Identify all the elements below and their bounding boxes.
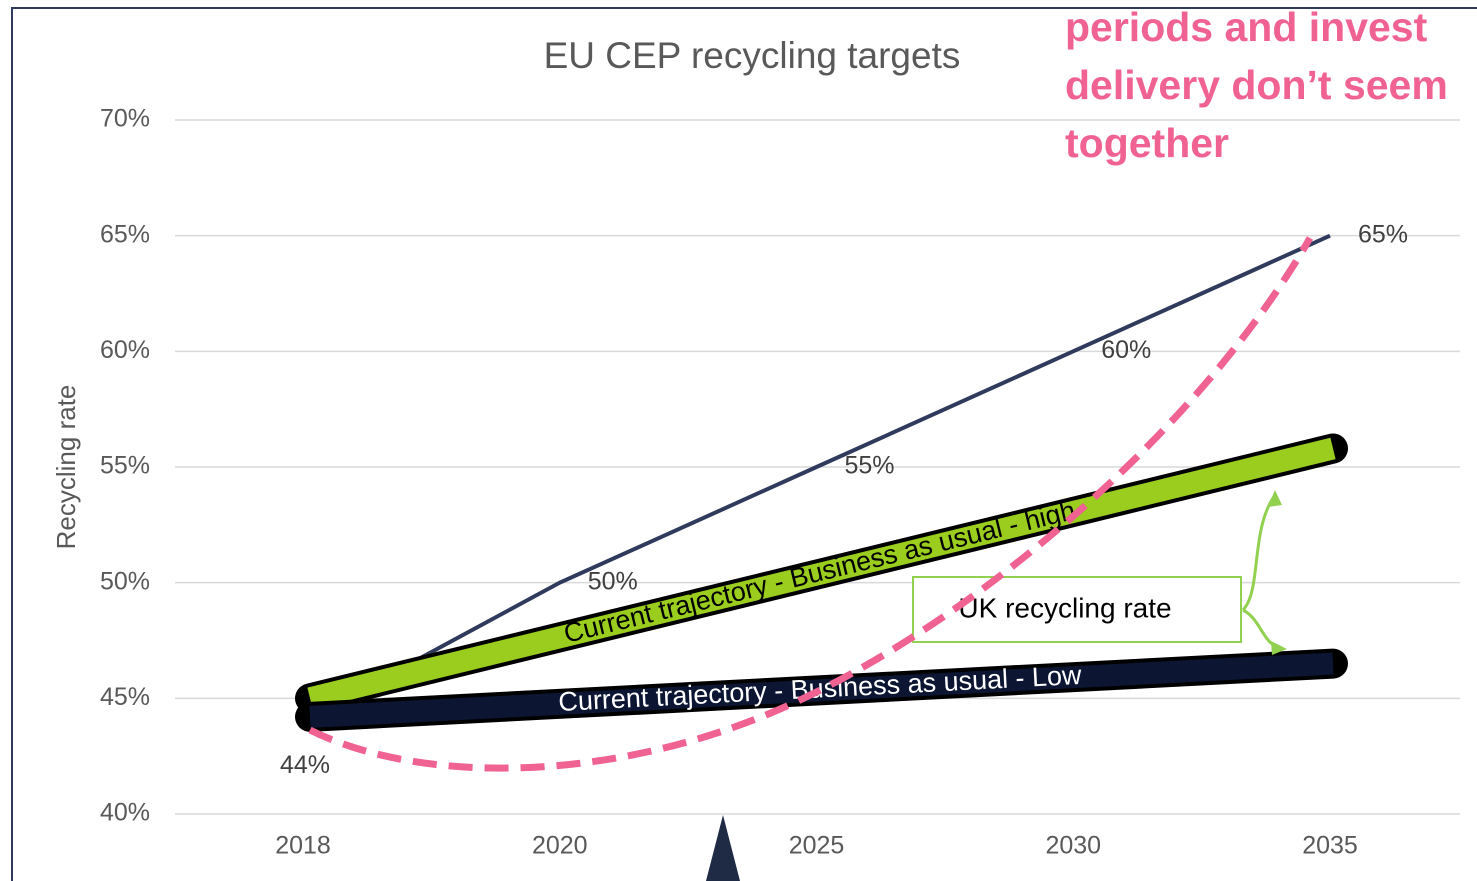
y-tick-label: 55% (100, 452, 150, 480)
pointer (706, 815, 740, 881)
arrow-head (1271, 641, 1287, 655)
y-tick-label: 45% (100, 683, 150, 711)
y-tick-label: 50% (100, 567, 150, 595)
dashed-curve (308, 236, 1314, 772)
arrow-head (1268, 490, 1282, 507)
data-label: 55% (844, 452, 894, 480)
x-tick-label: 2020 (532, 832, 588, 860)
x-tick-label: 2030 (1045, 832, 1101, 860)
data-label: 60% (1101, 336, 1151, 364)
x-tick-label: 2035 (1302, 832, 1358, 860)
x-tick-label: 2025 (789, 832, 845, 860)
data-label: 50% (588, 567, 638, 595)
data-label: 65% (1358, 220, 1408, 248)
callout: delivery don’t seem (1065, 62, 1448, 108)
arrow (1242, 608, 1283, 650)
series-line (302, 233, 1331, 724)
callout: periods and invest (1065, 4, 1428, 50)
trajectory-label: Current trajectory - Business as usual -… (558, 660, 1083, 717)
trajectory-bar (309, 652, 1334, 728)
chart-frame (11, 7, 1477, 881)
y-tick-label: 70% (100, 105, 150, 133)
uk-box (912, 576, 1242, 643)
y-tick-label: 40% (100, 799, 150, 827)
chart-title: EU CEP recycling targets (544, 35, 961, 76)
callout: together (1065, 120, 1229, 166)
box-label: UK recycling rate (958, 592, 1171, 623)
y-tick-label: 60% (100, 336, 150, 364)
y-tick-label: 65% (100, 220, 150, 248)
x-tick-label: 2018 (275, 832, 331, 860)
data-label: 44% (280, 751, 330, 779)
y-axis-label: Recycling rate (51, 385, 81, 550)
trajectory-bar (307, 437, 1336, 710)
arrow (1241, 494, 1277, 612)
